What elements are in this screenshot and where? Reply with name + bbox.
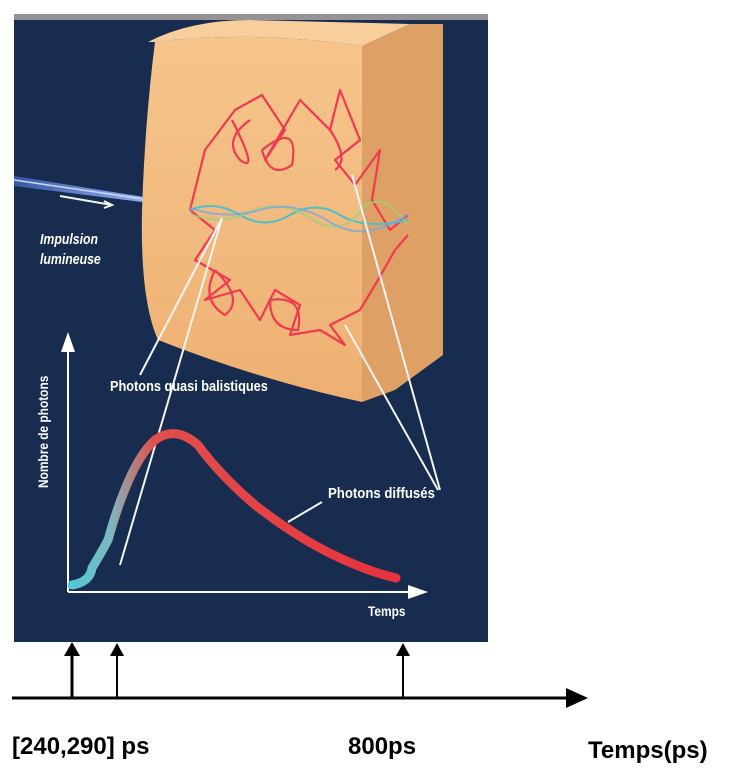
temporal-curve: [67, 429, 401, 590]
laser-beam: [13, 176, 151, 203]
arrow-icon-290ps: [110, 643, 124, 698]
arrow-icon-800ps: [396, 643, 410, 698]
timeline-axis: [12, 688, 588, 708]
impulsion-label: Impulsion lumineuse: [40, 231, 101, 267]
arrow-icon-240ps: [64, 642, 80, 698]
timeline-axis-label: Temps(ps): [588, 737, 708, 764]
diffused-photon-path: [188, 88, 409, 347]
timeline-label-800ps: 800ps: [348, 733, 417, 760]
quasi-ballistic-label: Photons quasi balistiques: [110, 377, 268, 394]
timeline-label-early: [240,290] ps: [12, 733, 150, 760]
inner-y-axis-label: Nombre de photons: [35, 376, 51, 488]
pointer-lines: [59, 174, 441, 566]
impulsion-label-line2: lumineuse: [40, 251, 101, 267]
inner-chart-axes: [61, 332, 428, 599]
ballistic-photon-path: [189, 200, 409, 233]
impulsion-label-line1: Impulsion: [40, 231, 98, 247]
inner-x-axis-label: Temps: [368, 603, 405, 619]
tissue-block-icon: [141, 20, 443, 402]
diffused-label: Photons diffusés: [328, 484, 435, 501]
